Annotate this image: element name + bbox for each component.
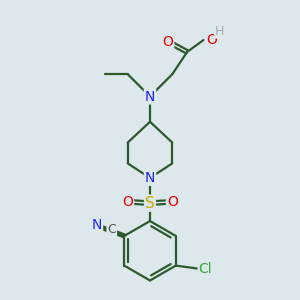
Text: O: O	[167, 195, 178, 209]
Text: O: O	[206, 33, 217, 47]
Text: C: C	[107, 223, 116, 236]
Text: N: N	[145, 171, 155, 185]
Text: S: S	[145, 196, 155, 211]
Text: O: O	[122, 195, 133, 209]
Text: N: N	[145, 89, 155, 103]
Text: H: H	[215, 25, 224, 38]
Text: Cl: Cl	[199, 262, 212, 276]
Text: N: N	[92, 218, 102, 232]
Text: O: O	[162, 34, 173, 49]
